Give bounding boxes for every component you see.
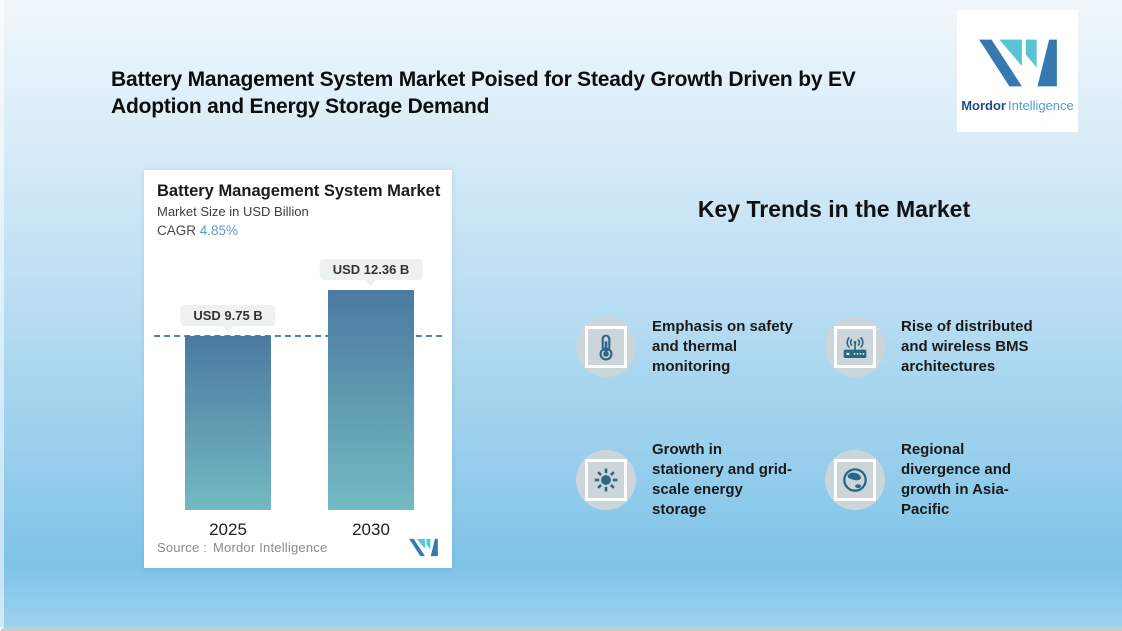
cagr-value: 4.85%	[199, 223, 239, 238]
mordor-logo: Mordor Intelligence	[957, 10, 1078, 132]
icon-frame	[834, 326, 876, 368]
bar	[328, 290, 414, 510]
source-label: Source :	[157, 539, 208, 555]
bar	[185, 336, 271, 510]
trends-heading: Key Trends in the Market	[697, 196, 971, 222]
trend-item-safety-thermal: Emphasis on safety and thermal monitorin…	[576, 317, 832, 377]
source-text: Source : Mordor Intelligence	[157, 540, 327, 555]
trend-label: Regional divergence and growth in Asia- …	[901, 441, 1012, 518]
mordor-logo-icon	[978, 39, 1057, 87]
x-axis-label: 2025	[209, 520, 247, 539]
reference-dashed-line	[154, 335, 442, 337]
trend-icon-circle	[825, 317, 885, 377]
x-axis-label: 2030	[352, 520, 390, 539]
source-value: Mordor Intelligence	[213, 539, 328, 555]
trend-item-grid-storage: Growth in stationery and grid- scale ene…	[576, 440, 832, 520]
mordor-logo-mini-icon	[409, 538, 438, 556]
icon-frame	[585, 459, 627, 501]
value-label: USD 9.75 B	[180, 305, 276, 326]
cagr-label: CAGR	[157, 223, 197, 238]
bar-column: USD 12.36 B 2030	[319, 259, 423, 539]
bar-column: USD 9.75 B 2025	[180, 265, 276, 539]
trend-label: Rise of distributed and wireless BMS arc…	[901, 318, 1033, 375]
trend-icon-circle	[576, 450, 636, 510]
trend-item-asia-pacific: Regional divergence and growth in Asia- …	[825, 440, 1081, 520]
page-title: Battery Management System Market Poised …	[111, 68, 856, 118]
sun-icon	[594, 468, 618, 492]
value-label: USD 12.36 B	[319, 259, 423, 280]
trend-icon-circle	[825, 450, 885, 510]
trend-label: Growth in stationery and grid- scale ene…	[652, 441, 793, 518]
source-row: Source : Mordor Intelligence	[157, 536, 439, 558]
trend-item-wireless-bms: Rise of distributed and wireless BMS arc…	[825, 317, 1081, 377]
thermometer-icon	[599, 334, 613, 361]
mordor-logo-text: Mordor Intelligence	[961, 98, 1074, 113]
brand-name-bold: Mordor	[961, 98, 1006, 113]
bar-chart: USD 9.75 B 2025 USD 12.36 B 2030	[154, 259, 442, 539]
globe-icon	[843, 468, 867, 492]
chart-cagr: CAGR 4.85%	[157, 223, 238, 238]
icon-frame	[585, 326, 627, 368]
trend-label: Emphasis on safety and thermal monitorin…	[652, 318, 793, 375]
chart-title: Battery Management System Market	[157, 182, 441, 200]
trend-icon-circle	[576, 317, 636, 377]
market-chart-card: Battery Management System Market Market …	[144, 170, 452, 568]
chart-subtitle: Market Size in USD Billion	[157, 204, 309, 219]
wireless-router-icon	[843, 336, 867, 358]
icon-frame	[834, 459, 876, 501]
brand-name-light: Intelligence	[1008, 98, 1074, 113]
